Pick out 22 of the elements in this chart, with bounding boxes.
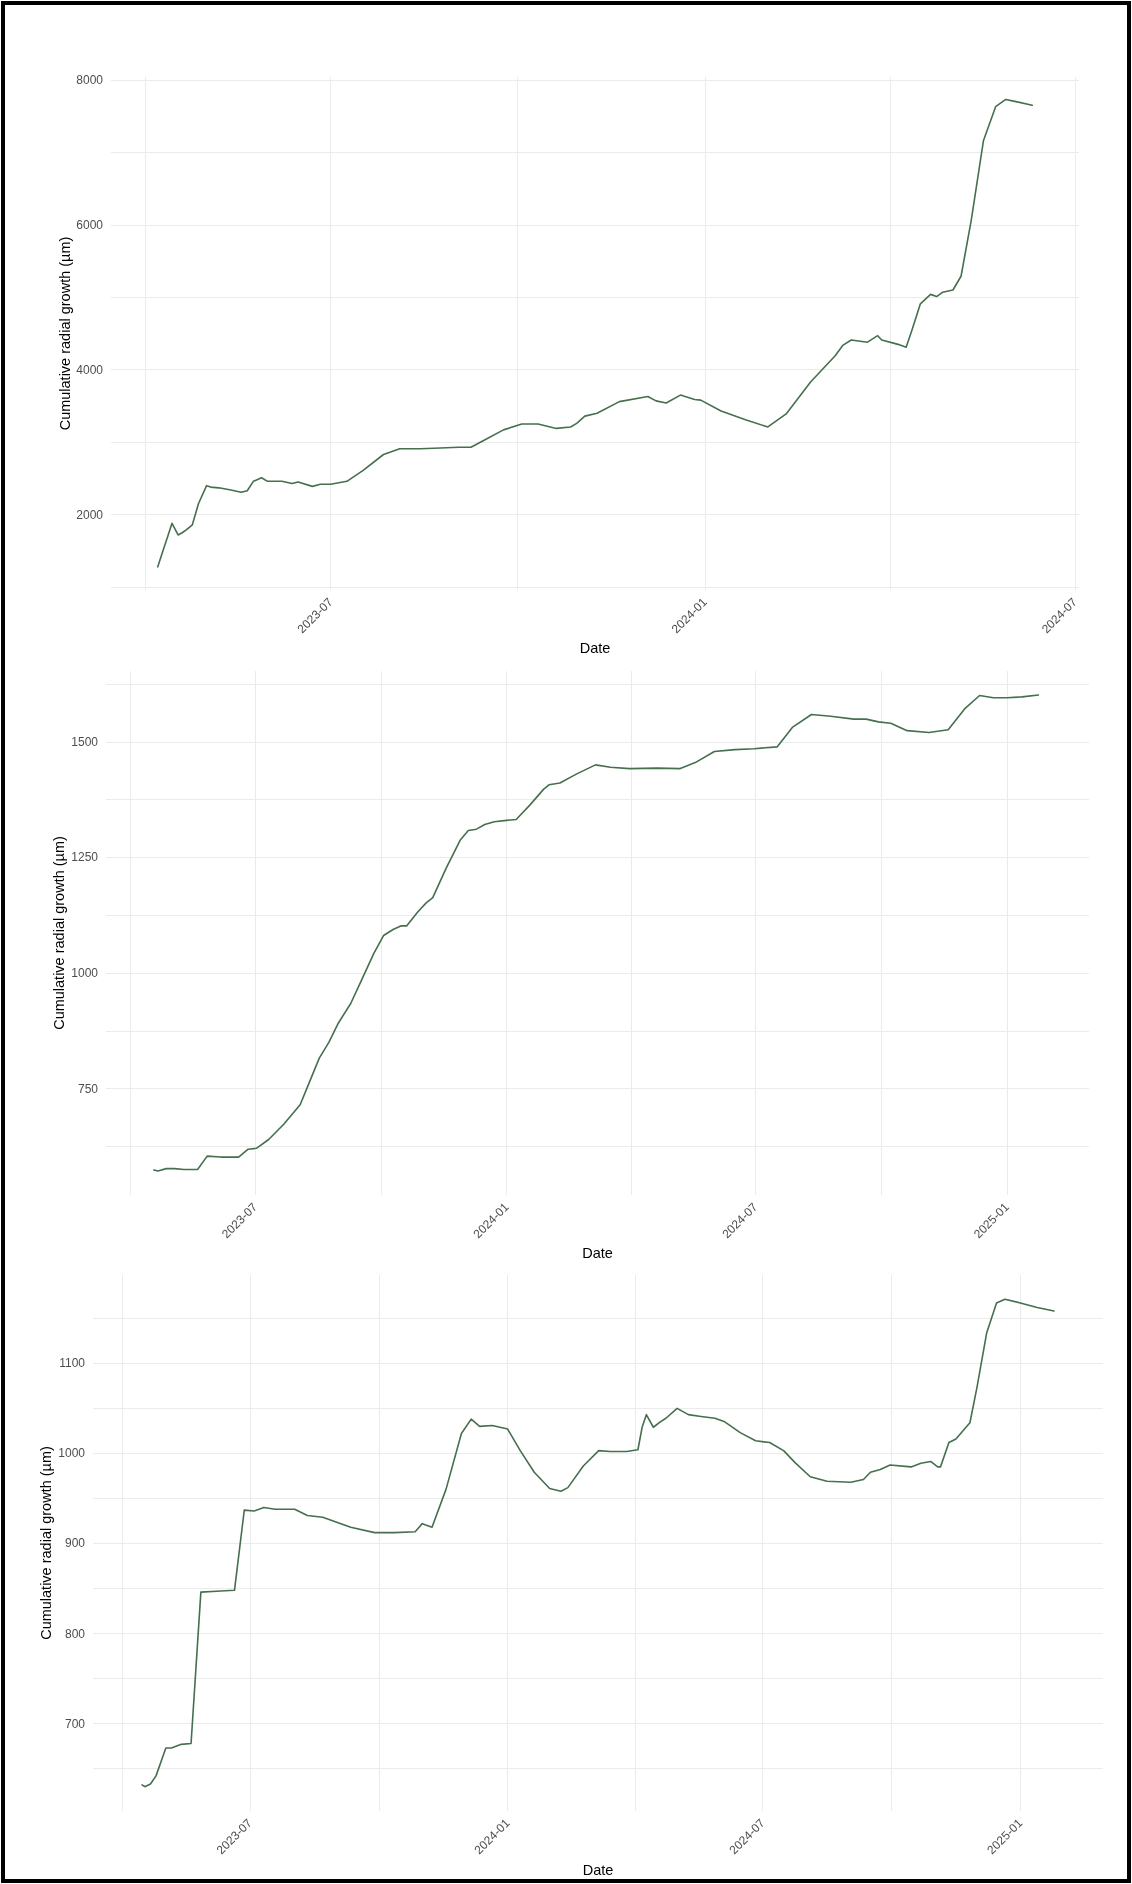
y-tick-label: 900 xyxy=(64,1536,86,1551)
line-series xyxy=(156,98,1034,568)
x-axis-title: Date xyxy=(582,1244,613,1261)
y-axis-title: Cumulative radial growth (µm) xyxy=(50,836,67,1030)
x-axis-title: Date xyxy=(582,1861,614,1878)
y-tick-label: 750 xyxy=(77,1081,99,1096)
line-series xyxy=(141,1298,1055,1788)
y-tick-label: 1000 xyxy=(71,966,99,981)
y-tick-label: 800 xyxy=(64,1626,86,1641)
y-tick-label: 1250 xyxy=(71,850,99,865)
y-tick-label: 1500 xyxy=(71,734,99,749)
y-tick-label: 700 xyxy=(64,1716,86,1731)
y-axis-title: Cumulative radial growth (µm) xyxy=(56,236,73,431)
y-tick-label: 6000 xyxy=(76,217,104,232)
line-series xyxy=(153,694,1040,1172)
y-tick-label: 1100 xyxy=(59,1356,86,1371)
y-tick-label: 2000 xyxy=(76,507,104,522)
y-tick-label: 8000 xyxy=(76,72,104,87)
y-axis-title: Cumulative radial growth (µm) xyxy=(37,1446,54,1640)
y-tick-label: 4000 xyxy=(76,362,104,377)
x-axis-title: Date xyxy=(579,639,611,656)
y-tick-label: 1000 xyxy=(58,1446,86,1461)
